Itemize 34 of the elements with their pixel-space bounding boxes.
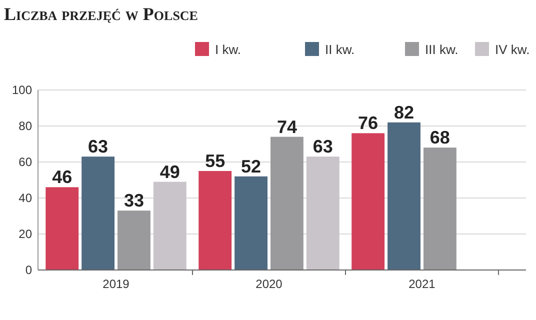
bar (352, 133, 385, 270)
chart-title: Liczba przejęć w Polsce (4, 4, 198, 24)
bar (270, 136, 304, 270)
data-label: 63 (88, 136, 108, 157)
y-tick-label: 60 (18, 155, 32, 170)
bar (198, 171, 232, 270)
y-tick-label: 100 (12, 83, 32, 98)
y-tick-label: 80 (18, 119, 32, 134)
legend-label: II kw. (325, 42, 355, 57)
bar (423, 148, 456, 270)
bar (46, 187, 79, 270)
data-label: 49 (160, 162, 180, 182)
y-tick-label: 40 (18, 191, 32, 206)
bar (118, 210, 150, 270)
y-tick-label: 20 (18, 227, 32, 242)
x-tick-label: 2021 (408, 277, 436, 291)
data-label: 33 (124, 190, 144, 211)
bar (82, 156, 115, 270)
legend-label: III kw. (425, 42, 458, 57)
x-tick-label: 2019 (102, 277, 130, 291)
data-label: 76 (358, 113, 378, 134)
data-label: 63 (312, 136, 333, 157)
legend-label: IV kw. (495, 42, 530, 57)
data-label: 68 (430, 128, 450, 148)
data-label: 46 (52, 167, 72, 188)
bar (388, 122, 420, 270)
data-label: 55 (205, 151, 226, 171)
x-tick-label: 2020 (256, 277, 283, 291)
legend-label: I kw. (215, 42, 242, 57)
bar (234, 176, 268, 270)
y-tick-label: 0 (25, 263, 32, 278)
data-label: 52 (241, 156, 262, 176)
data-label: 82 (394, 102, 414, 122)
data-label: 74 (276, 116, 297, 137)
